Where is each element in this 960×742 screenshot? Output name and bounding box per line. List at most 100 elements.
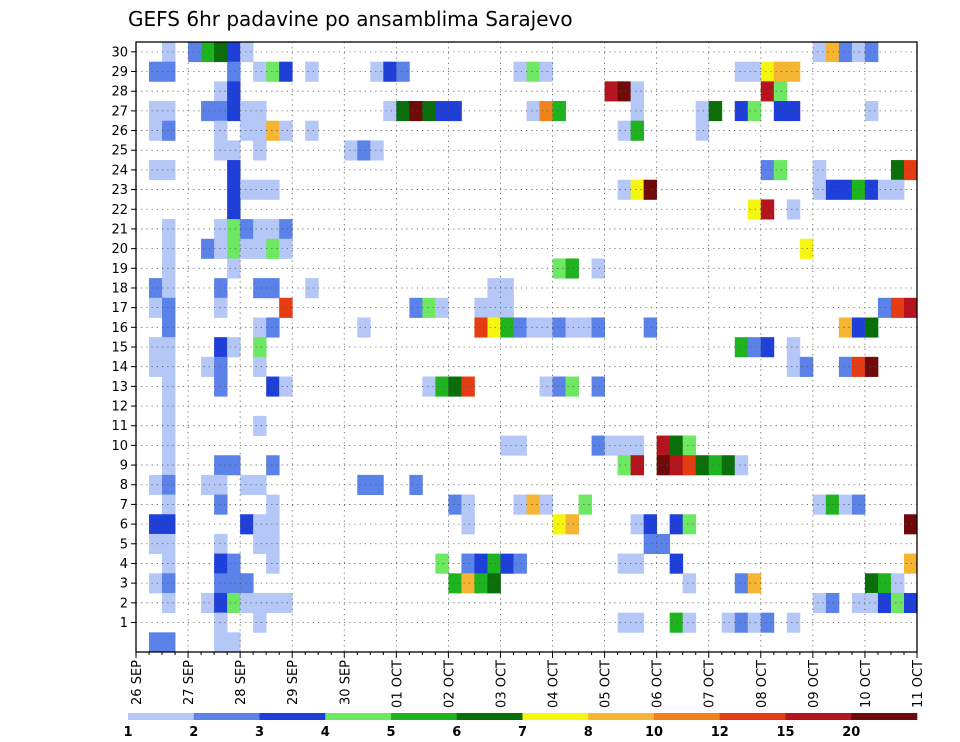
heatmap-cell (214, 533, 228, 555)
heatmap-cell (812, 179, 827, 200)
heatmap-cell (409, 297, 423, 318)
heatmap-cell (227, 455, 241, 476)
heatmap-cell (890, 160, 905, 181)
heatmap-cell (500, 435, 514, 456)
heatmap-cell (630, 514, 645, 535)
y-tick-label: 24 (111, 163, 128, 178)
legend-label: 7 (518, 725, 527, 740)
y-tick-label: 10 (111, 439, 128, 454)
heatmap-cell (253, 101, 267, 122)
heatmap-cell (305, 278, 319, 299)
heatmap-cell (461, 514, 475, 535)
heatmap-cell (552, 514, 566, 535)
heatmap-cell (253, 219, 267, 240)
heatmap-cell (539, 61, 553, 82)
heatmap-cell (149, 278, 163, 299)
heatmap-cell (448, 573, 462, 594)
heatmap-cell (227, 219, 241, 240)
x-tick-label: 09 OCT (807, 660, 822, 708)
y-tick-label: 26 (111, 124, 128, 139)
heatmap-cell (643, 179, 658, 200)
heatmap-cell (435, 101, 449, 122)
heatmap-cell (227, 81, 241, 102)
legend-swatch (325, 713, 392, 720)
heatmap-cell (240, 592, 254, 614)
heatmap-cell (162, 278, 176, 299)
x-tick-label: 10 OCT (859, 660, 874, 708)
heatmap-cell (825, 592, 840, 614)
heatmap-cell (838, 356, 853, 377)
heatmap-cell (253, 337, 267, 358)
heatmap-cell (214, 612, 228, 633)
heatmap-cell (162, 573, 176, 594)
heatmap-cell (266, 278, 280, 299)
heatmap-cell (643, 317, 658, 338)
heatmap-cell (448, 376, 462, 397)
heatmap-cell (786, 356, 801, 377)
heatmap-cell (864, 356, 879, 377)
heatmap-cell (396, 61, 410, 82)
heatmap-cell (864, 317, 879, 338)
heatmap-cell (890, 592, 905, 614)
heatmap-cell (240, 179, 254, 200)
heatmap-cell (487, 553, 501, 574)
x-tick-label: 26 SEP (130, 660, 145, 705)
heatmap-cell (201, 474, 215, 495)
heatmap-cell (253, 278, 267, 299)
heatmap-cell (695, 120, 710, 141)
y-tick-label: 23 (111, 183, 128, 198)
heatmap-cell (227, 573, 241, 594)
heatmap-cell (149, 533, 163, 555)
heatmap-cell (422, 101, 436, 122)
heatmap-cell (162, 376, 176, 397)
y-tick-label: 15 (111, 341, 128, 356)
heatmap-cell (890, 297, 905, 318)
heatmap-cell (773, 81, 788, 102)
heatmap-cell (214, 573, 228, 594)
legend-label: 8 (584, 725, 593, 740)
legend-swatch (259, 713, 326, 720)
heatmap-cell (487, 573, 501, 594)
heatmap-cell (877, 592, 892, 614)
heatmap-cell (474, 317, 488, 338)
heatmap-cell (279, 61, 293, 82)
heatmap-cell (279, 376, 293, 397)
heatmap-cell (747, 199, 762, 220)
heatmap-cell (305, 120, 319, 141)
y-tick-label: 3 (120, 577, 128, 592)
heatmap-cell (682, 455, 697, 476)
heatmap-cell (214, 120, 228, 141)
heatmap-cell (838, 494, 853, 515)
heatmap-cell (305, 61, 319, 82)
heatmap-cell (357, 317, 371, 338)
heatmap-cell (851, 356, 866, 377)
heatmap-cell (227, 258, 241, 279)
heatmap-cell (266, 592, 280, 614)
heatmap-cell (630, 455, 645, 476)
heatmap-cell (747, 573, 762, 594)
heatmap-cell (435, 553, 449, 574)
legend-swatch (851, 713, 918, 720)
heatmap-cell (552, 258, 566, 279)
heatmap-cell (526, 101, 540, 122)
y-tick-label: 17 (111, 301, 128, 316)
x-tick-label: 30 SEP (338, 660, 353, 705)
heatmap-cell (487, 278, 501, 299)
y-tick-label: 18 (111, 281, 128, 296)
heatmap-cell (591, 435, 605, 456)
heatmap-cell (890, 573, 905, 594)
heatmap-cell (591, 317, 605, 338)
heatmap-cell (162, 160, 176, 181)
heatmap-cell (253, 140, 267, 161)
heatmap-cell (760, 61, 775, 82)
heatmap-cell (149, 120, 163, 141)
heatmap-cell (253, 317, 267, 338)
heatmap-cell (578, 494, 592, 515)
y-tick-label: 12 (111, 400, 128, 415)
heatmap-cell (214, 376, 228, 397)
heatmap-cell (760, 199, 775, 220)
heatmap-cell (877, 179, 892, 200)
legend-label: 10 (645, 725, 663, 740)
heatmap-cell (760, 160, 775, 181)
heatmap-cell (162, 396, 176, 417)
